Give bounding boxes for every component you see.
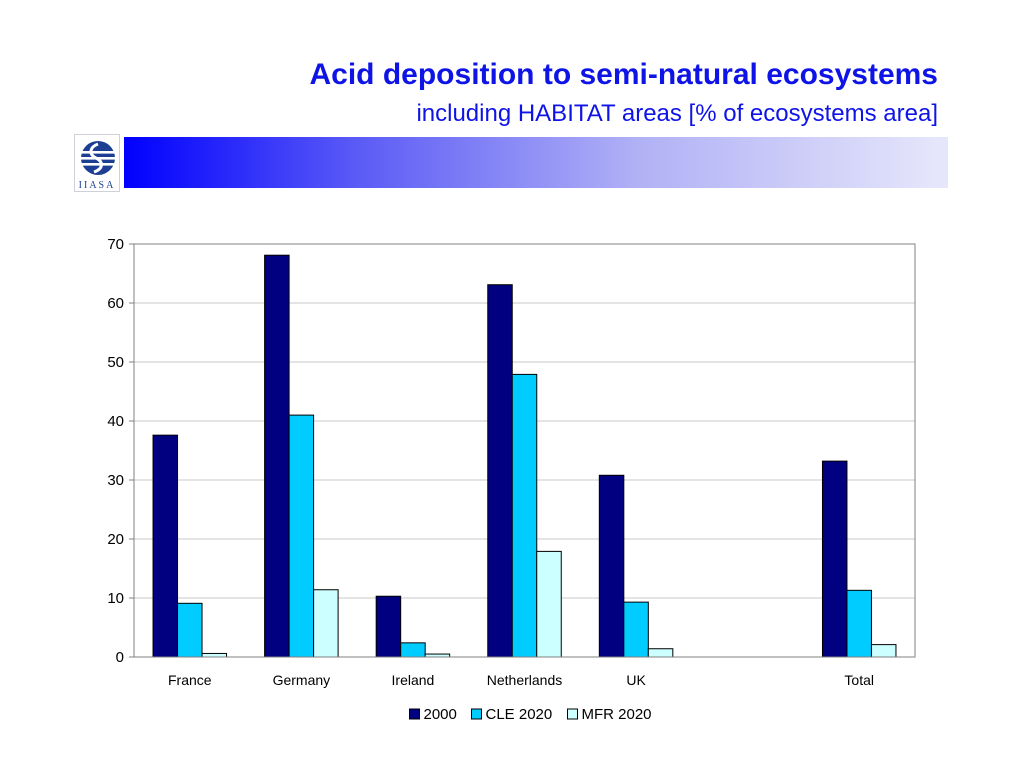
legend-swatch — [567, 708, 578, 720]
bar-france-2000 — [152, 434, 179, 658]
logo-text: IIASA — [79, 180, 116, 191]
bar-netherlands-cle-2020 — [511, 373, 538, 658]
x-category-label: France — [168, 672, 212, 688]
y-axis-ticks: 0 10 20 30 40 50 60 70 — [107, 236, 134, 666]
legend-swatch — [409, 708, 420, 720]
bars — [152, 254, 897, 658]
plot-area-frame — [133, 243, 916, 658]
bar-france-cle-2020 — [177, 602, 203, 658]
y-tick-label: 40 — [107, 413, 124, 430]
bar-total-mfr-2020 — [870, 644, 897, 658]
bar-germany-mfr-2020 — [313, 589, 339, 658]
bar-uk-mfr-2020 — [647, 648, 674, 658]
bar-france-mfr-2020 — [201, 652, 228, 658]
slide-subtitle: including HABITAT areas [% of ecosystems… — [416, 100, 938, 127]
x-category-label: UK — [626, 672, 646, 688]
y-tick-label: 0 — [116, 649, 124, 666]
x-category-label: Germany — [273, 672, 331, 688]
bar-germany-2000 — [264, 254, 290, 658]
bar-ireland-2000 — [375, 595, 402, 658]
bar-total-cle-2020 — [846, 589, 872, 658]
x-axis-labels: France Germany Ireland Netherlands UK Total — [168, 672, 874, 688]
legend-label: CLE 2020 — [486, 706, 553, 723]
bar-netherlands-2000 — [487, 284, 513, 658]
slide-title: Acid deposition to semi-natural ecosyste… — [309, 58, 939, 91]
x-category-label: Netherlands — [487, 672, 563, 688]
bar-ireland-cle-2020 — [400, 642, 426, 658]
header-gradient-band — [124, 137, 948, 188]
bar-uk-cle-2020 — [623, 601, 649, 658]
y-tick-label: 30 — [107, 472, 124, 489]
y-tick-label: 70 — [107, 236, 124, 253]
legend-swatch — [471, 708, 482, 720]
x-category-label: Total — [844, 672, 874, 688]
bar-total-2000 — [821, 460, 848, 658]
y-tick-label: 60 — [107, 295, 124, 312]
legend-label: 2000 — [424, 706, 457, 723]
y-tick-label: 10 — [107, 590, 124, 607]
x-category-label: Ireland — [392, 672, 435, 688]
bar-germany-cle-2020 — [288, 414, 315, 658]
y-tick-label: 20 — [107, 531, 124, 548]
bar-netherlands-mfr-2020 — [536, 550, 562, 658]
y-tick-label: 50 — [107, 354, 124, 371]
iiasa-logo: IIASA — [74, 134, 120, 192]
legend: 2000 CLE 2020 MFR 2020 — [409, 706, 652, 723]
legend-label: MFR 2020 — [582, 706, 652, 723]
bar-uk-2000 — [598, 474, 625, 658]
